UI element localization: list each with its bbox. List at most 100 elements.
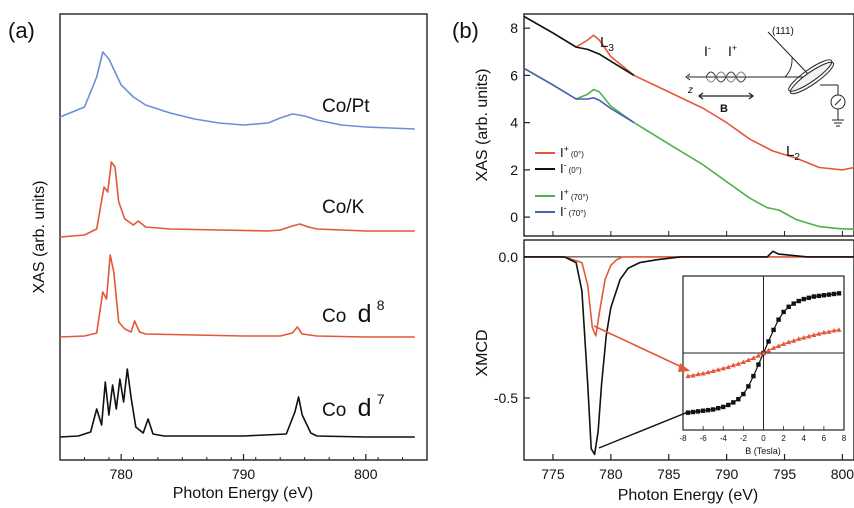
panel-b-bottom-frame	[523, 239, 854, 461]
inset-marker-square	[736, 397, 741, 402]
panel-b-top-y-label: XAS (arb. units)	[474, 69, 491, 182]
inset-marker-triangle	[725, 364, 731, 370]
inset-marker-triangle	[816, 331, 822, 336]
legend-iplus-70: I+(70°)	[560, 187, 589, 203]
sample-disc-icon	[788, 59, 835, 95]
panel-a-y-label: XAS (arb. units)	[31, 181, 48, 294]
legend-iminus-70: I-(70°)	[560, 203, 586, 219]
inset-marker-triangle	[730, 362, 736, 368]
panel-b-bottom-y-tick-label: 0.0	[499, 249, 519, 265]
hysteresis-inset: -8 -6 -4 -2 0 2 4 6 8	[679, 276, 847, 443]
label-co-k: Co/K	[322, 197, 365, 218]
inset-x-tick-label: 2	[781, 434, 786, 443]
panel-b-top-series	[523, 15, 854, 230]
panel-a-x-tick-label: 790	[232, 466, 256, 482]
panel-b-top-y-tick-label: 8	[510, 20, 518, 36]
panel-b-bottom-y-label: XMCD	[474, 329, 491, 376]
inset-marker-triangle	[705, 369, 711, 375]
panel-a-series-line	[59, 161, 415, 238]
panel-b-x-tick-label: 775	[541, 466, 565, 482]
panel-a-series-line	[59, 51, 415, 130]
inset-marker-square	[796, 298, 801, 304]
panel-b-bottom-series	[524, 250, 854, 456]
panel-b-label: (b)	[452, 18, 479, 43]
inset-marker-square	[751, 373, 756, 379]
panel-a-x-tick-label: 800	[354, 466, 378, 482]
inset-marker-square	[756, 362, 761, 367]
panel-a-x-tick-label: 780	[109, 466, 133, 482]
inset-marker-triangle	[745, 357, 752, 363]
panel-a-series	[59, 51, 415, 438]
inset-marker-square	[771, 327, 776, 333]
panel-b-top-y-tick-label: 4	[510, 115, 518, 131]
inset-marker-square	[811, 294, 817, 299]
surface-normal-line	[767, 31, 811, 77]
inset-marker-triangle	[786, 339, 792, 345]
inset-marker-triangle	[740, 359, 746, 364]
inset-x-tick-label: 4	[802, 434, 807, 443]
label-l2: L2	[786, 143, 800, 163]
inset-marker-square	[801, 296, 806, 302]
inset-marker-square	[776, 317, 781, 322]
inset-marker-square	[816, 293, 822, 299]
inset-x-tick-label: -4	[720, 434, 728, 443]
panel-b-x-label: Photon Energy (eV)	[618, 487, 759, 504]
inset-x-tick-label: 0	[761, 434, 766, 443]
schematic-i-minus: I-	[704, 43, 711, 59]
panel-b-top-y-tick-label: 6	[510, 67, 518, 83]
inset-marker-triangle	[831, 327, 837, 333]
geometry-schematic: I- I+ (111) z B	[685, 26, 846, 127]
field-arrow-heads-icon	[697, 92, 755, 100]
panel-b-bottom-y-tick-label: -0.5	[494, 390, 518, 406]
panel-b-top-y-tick-label: 0	[510, 209, 518, 225]
inset-marker-triangle	[801, 335, 807, 340]
legend-iminus-0: I-(0°)	[560, 160, 582, 176]
panel-b-x-axis: 775 780 785 790 795 800	[541, 231, 854, 482]
panel-a-series-line	[59, 254, 415, 338]
panel-b-xas-line	[523, 15, 854, 171]
inset-marker-square	[781, 309, 786, 315]
inset-marker-triangle	[781, 341, 787, 347]
panel-b-xmcd-line	[524, 250, 854, 456]
inset-marker-triangle	[765, 347, 772, 353]
panel-b-top-y-tick-label: 2	[510, 162, 518, 178]
schematic-i-plus: I+	[728, 43, 737, 59]
panel-b-xas-line	[523, 67, 635, 124]
inset-marker-triangle	[821, 329, 827, 335]
panel-b-top-y-axis: 0 2 4 6 8	[510, 20, 530, 225]
inset-marker-square	[710, 407, 716, 412]
panel-b-xas-line	[523, 15, 635, 77]
inset-x-tick-label: -2	[740, 434, 748, 443]
panel-b-x-tick-label: 785	[657, 466, 681, 482]
panel-b-xas-line	[523, 67, 854, 230]
inset-marker-triangle	[826, 329, 832, 334]
inset-marker-triangle	[750, 355, 757, 361]
panel-b-top-frame	[523, 13, 854, 237]
inset-marker-square	[786, 304, 791, 309]
inset-marker-triangle	[806, 333, 812, 339]
inset-marker-square	[766, 339, 771, 344]
inset-marker-square	[746, 384, 751, 389]
inset-marker-triangle	[700, 370, 706, 376]
inset-marker-square	[700, 408, 706, 413]
inset-marker-square	[836, 291, 842, 296]
inset-marker-triangle	[685, 373, 691, 379]
panel-b-x-tick-label: 795	[773, 466, 797, 482]
panel-a-x-axis: 780 790 800	[59, 454, 428, 482]
inset-marker-triangle	[735, 361, 741, 366]
inset-marker-triangle	[710, 368, 716, 373]
panel-a-series-line	[59, 368, 415, 438]
label-co-pt: Co/Pt	[322, 96, 370, 117]
schematic-direction: (111)	[772, 26, 794, 37]
inset-marker-triangle	[690, 372, 696, 378]
inset-marker-triangle	[775, 343, 782, 348]
schematic-axis-z: z	[687, 85, 693, 96]
inset-marker-square	[690, 409, 696, 415]
inset-x-tick-label: -6	[700, 434, 708, 443]
inset-marker-square	[721, 404, 726, 410]
inset-marker-triangle	[760, 350, 767, 355]
inset-marker-triangle	[755, 352, 762, 358]
inset-x-tick-label: -8	[679, 434, 687, 443]
inset-marker-triangle	[811, 332, 817, 338]
panel-a-frame	[59, 13, 428, 461]
